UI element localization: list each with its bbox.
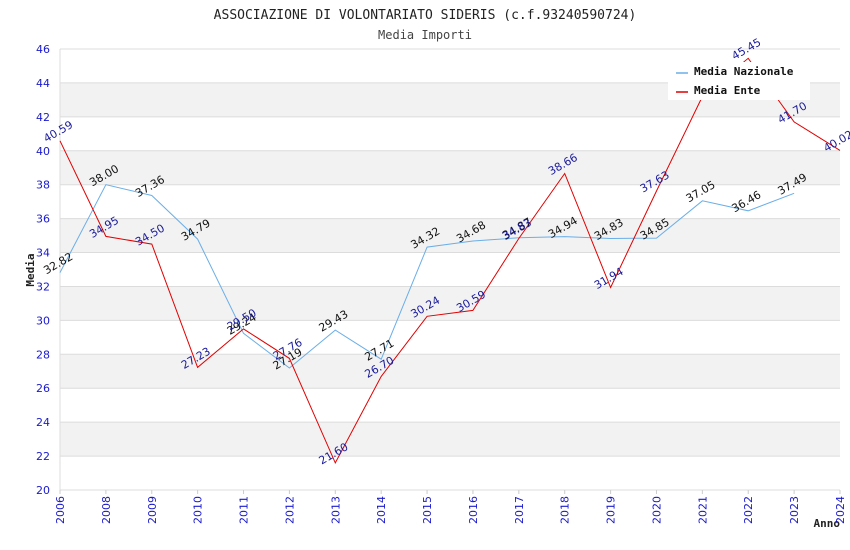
x-tick-label: 2015	[421, 496, 434, 524]
x-tick-label: 2013	[329, 496, 342, 524]
y-tick-label: 30	[36, 314, 50, 327]
x-tick-label: 2011	[238, 496, 251, 524]
y-tick-label: 44	[36, 77, 50, 90]
data-label-media-ente: 45.45	[730, 36, 764, 63]
y-axis-label: Media	[24, 253, 37, 286]
y-tick-label: 28	[36, 348, 50, 361]
y-tick-label: 38	[36, 179, 50, 192]
x-tick-label: 2022	[742, 496, 755, 524]
x-tick-label: 2016	[467, 496, 480, 524]
x-tick-label: 2014	[375, 496, 388, 524]
grid-band	[60, 286, 840, 321]
x-tick-label: 2006	[54, 496, 67, 524]
x-tick-labels: 2006 2008 2009 2010 2011 2012 2013 2014 2015 2016…	[54, 490, 847, 524]
legend-box	[668, 62, 810, 100]
series-lines	[59, 57, 841, 465]
grid-band	[60, 422, 840, 457]
x-tick-label: 2008	[100, 496, 113, 524]
y-tick-label: 26	[36, 382, 50, 395]
y-tick-label: 32	[36, 280, 50, 293]
legend: Media Nazionale Media Ente	[668, 62, 810, 100]
x-tick-label: 2017	[513, 496, 526, 524]
chart-subtitle: Media Importi	[378, 28, 472, 42]
x-tick-label: 2024	[834, 496, 847, 524]
series-line-media-ente	[59, 57, 841, 465]
x-tick-label: 2012	[283, 496, 296, 524]
y-tick-label: 46	[36, 43, 50, 56]
x-tick-label: 2009	[146, 496, 159, 524]
series-line-media-nazionale	[59, 184, 795, 369]
y-tick-label: 34	[36, 247, 50, 260]
grid-bands	[60, 82, 840, 457]
x-tick-label: 2023	[788, 496, 801, 524]
gridlines	[60, 48, 840, 491]
grid-band	[60, 354, 840, 389]
x-axis-label: Anno	[814, 517, 841, 530]
x-tick-label: 2019	[605, 496, 618, 524]
y-tick-label: 20	[36, 484, 50, 497]
x-tick-label: 2018	[559, 496, 572, 524]
data-label-media-nazionale: 36.46	[730, 188, 764, 215]
legend-label-media-ente: Media Ente	[694, 84, 761, 97]
grid-band	[60, 150, 840, 185]
x-tick-label: 2021	[696, 496, 709, 524]
y-tick-label: 36	[36, 213, 50, 226]
legend-label-media-nazionale: Media Nazionale	[694, 65, 794, 78]
x-tick-label: 2010	[192, 496, 205, 524]
x-tick-label: 2020	[650, 496, 663, 524]
y-tick-label: 40	[36, 145, 50, 158]
y-tick-label: 42	[36, 111, 50, 124]
chart-title: ASSOCIAZIONE DI VOLONTARIATO SIDERIS (c.…	[214, 8, 637, 23]
y-tick-labels: 20 22 24 26 28 30 32 34 36 38 40 42 44 46	[36, 43, 50, 497]
y-tick-label: 24	[36, 416, 50, 429]
y-tick-label: 22	[36, 450, 50, 463]
grid-band	[60, 218, 840, 253]
